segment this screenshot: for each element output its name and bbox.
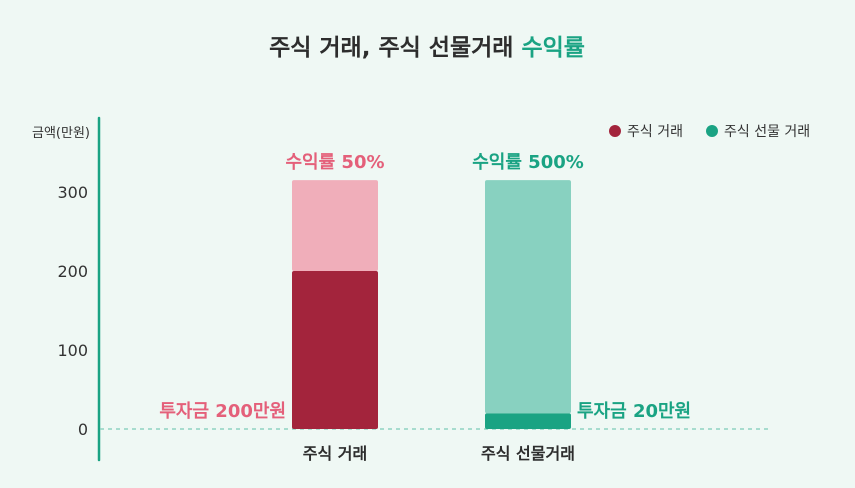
- x-tick-label: 주식 거래: [303, 444, 367, 463]
- y-tick-label: 0: [78, 420, 88, 439]
- y-tick-label: 200: [57, 262, 88, 281]
- data-annotation: 수익률 50%: [285, 152, 384, 173]
- data-annotation: 수익률 500%: [472, 152, 584, 173]
- bar-investment-1: [292, 271, 378, 429]
- data-annotation: 투자금 20만원: [577, 401, 691, 422]
- bar-profit-2: [485, 180, 571, 414]
- data-annotation: 투자금 200만원: [159, 401, 286, 422]
- legend-marker: [706, 125, 718, 137]
- y-tick-label: 100: [57, 341, 88, 360]
- legend-label: 주식 선물 거래: [724, 124, 810, 140]
- x-tick-label: 주식 선물거래: [481, 444, 575, 463]
- bar-investment-2: [485, 413, 571, 429]
- chart-title: 주식 거래, 주식 선물거래 수익률: [269, 35, 585, 61]
- y-tick-label: 300: [57, 183, 88, 202]
- chart-title-part: 수익률: [521, 35, 584, 61]
- chart-title-part: 주식 거래, 주식 선물거래: [269, 35, 521, 61]
- bar-profit-1: [292, 180, 378, 271]
- y-axis-label: 금액(만원): [32, 126, 90, 141]
- legend-label: 주식 거래: [627, 124, 683, 140]
- legend-marker: [609, 125, 621, 137]
